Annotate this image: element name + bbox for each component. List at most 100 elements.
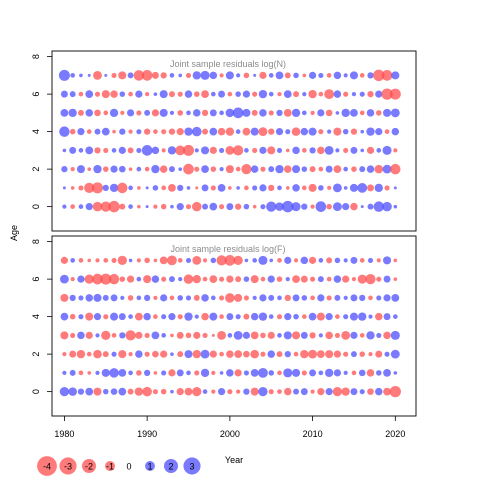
residual-bubble [119,203,126,210]
residual-bubble [209,127,218,136]
y-tick-label: 8 [31,239,41,244]
residual-bubble [368,295,373,301]
residual-bubble [308,312,317,321]
residual-bubble [350,294,358,302]
residual-bubble [78,148,84,153]
residual-bubble [342,203,350,211]
residual-bubble [373,201,384,212]
residual-bubble [277,295,282,301]
residual-bubble [243,388,250,395]
residual-bubble [59,274,69,284]
residual-bubble [285,186,290,190]
residual-bubble [285,148,290,153]
residual-bubble [210,295,216,301]
residual-bubble [260,166,266,172]
legend-label: -2 [85,462,93,472]
residual-bubble [144,257,150,264]
residual-bubble [334,257,341,264]
residual-bubble [392,314,398,319]
residual-bubble [128,129,133,134]
residual-bubble [284,256,292,264]
residual-bubble [366,127,375,136]
residual-bubble [277,370,282,376]
residual-bubble [85,146,94,155]
y-tick-label: 4 [31,129,41,134]
residual-bubble [119,128,126,135]
residual-bubble [359,166,366,173]
residual-bubble [110,294,118,302]
residual-bubble [268,73,274,78]
residual-bubble [136,295,142,301]
residual-bubble [343,314,349,320]
residual-bubble [393,186,397,190]
residual-bubble [219,276,225,282]
residual-bubble [351,277,357,282]
residual-bubble [94,128,101,135]
residual-bubble [120,295,125,300]
residual-bubble [62,186,66,190]
residual-bubble [118,350,127,359]
panel-title: Joint sample residuals log(F) [170,244,285,254]
residual-bubble [258,255,268,265]
residual-bubble [317,276,324,283]
residual-bubble [194,148,199,153]
bubble-group [58,69,401,213]
residual-bubble [327,129,332,134]
residual-bubble [210,257,217,264]
residual-bubble [160,350,168,358]
residual-bubble [159,165,168,173]
residual-bubble [108,273,120,285]
residual-bubble [87,258,92,263]
residual-bubble [143,312,151,321]
residual-bubble [351,351,357,358]
residual-bubble [382,164,392,174]
residual-bubble [192,349,201,359]
residual-bubble [267,350,275,358]
residual-bubble [118,368,127,377]
residual-bubble [111,333,117,338]
residual-bubble [201,90,209,99]
residual-bubble [194,370,200,376]
residual-bubble [219,371,224,375]
residual-bubble [160,203,167,210]
residual-bubble [234,369,242,377]
residual-bubble [252,91,258,97]
residual-bubble [127,295,134,301]
residual-bubble [268,128,275,135]
residual-bubble [343,351,349,357]
residual-bubble [301,185,307,191]
residual-bubble [78,314,84,320]
residual-bubble [120,110,125,115]
y-tick-label: 0 [31,389,41,394]
residual-bubble [292,165,301,174]
residual-bubble [225,71,234,80]
residual-bubble [128,91,133,97]
residual-bubble [244,148,249,153]
residual-bubble [161,333,167,338]
residual-bubble [258,127,268,137]
residual-bubble [349,312,358,321]
residual-bubble [127,72,134,79]
residual-bubble [276,147,283,153]
legend-label: -1 [106,462,114,472]
residual-bubble [152,350,159,358]
residual-bubble [343,73,348,78]
legend-bubble [164,459,178,473]
residual-bubble [242,127,251,136]
residual-bubble [250,387,259,396]
x-tick-label: 1990 [137,429,157,439]
residual-bubble [244,185,249,191]
legend-label: 2 [168,462,173,472]
residual-bubble [209,146,217,154]
residual-bubble [134,312,143,321]
residual-bubble [210,91,216,97]
residual-bubble [233,330,243,340]
residual-bubble [250,312,259,321]
residual-bubble [227,91,233,97]
residual-bubble [69,294,76,302]
residual-bubble [293,72,299,79]
residual-bubble [242,331,251,339]
residual-bubble [233,145,244,156]
residual-bubble [92,273,103,285]
